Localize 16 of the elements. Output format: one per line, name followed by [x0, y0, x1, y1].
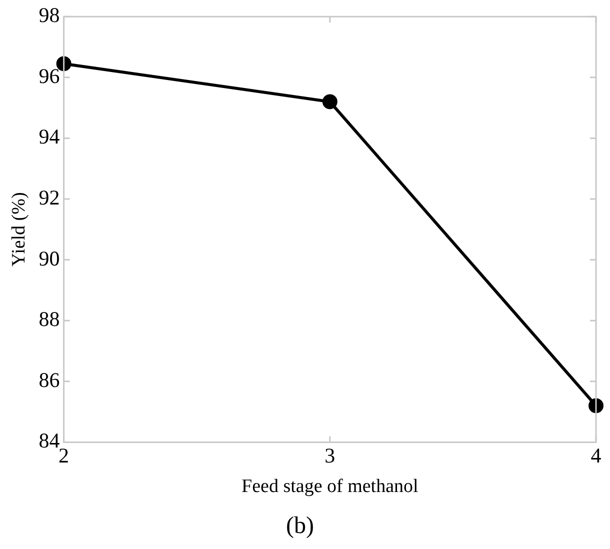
y-tick-label: 92: [38, 186, 60, 210]
x-tick-label: 4: [590, 443, 602, 468]
point: [588, 398, 604, 414]
y-tick-label: 84: [38, 428, 60, 453]
y-tick-label: 90: [38, 246, 60, 270]
y-axis-title: Yield (%): [8, 192, 30, 267]
y-tick-label: 96: [38, 64, 60, 88]
y-tick-label: 94: [38, 124, 60, 149]
text: (b): [286, 512, 314, 539]
x-tick-label: 2: [58, 443, 70, 468]
point: [322, 94, 338, 110]
y-tick-label: 86: [38, 368, 60, 392]
y-tick-label: 88: [38, 307, 60, 332]
y-tick-label: 98: [38, 3, 60, 28]
x-tick-label: 3: [324, 443, 336, 468]
x-axis-title: Feed stage of methanol: [242, 476, 418, 497]
